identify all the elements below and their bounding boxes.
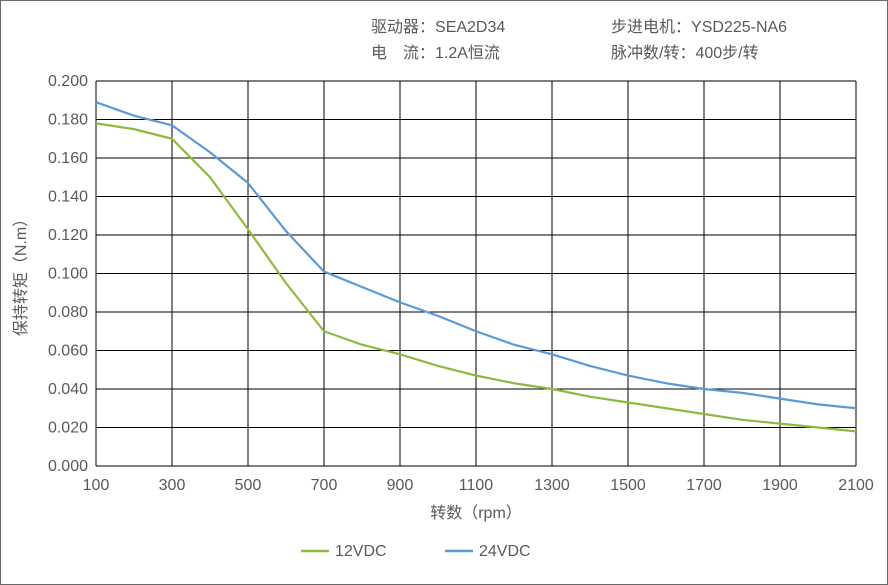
info-motor: 步进电机：YSD225-NA6 (611, 13, 787, 37)
driver-value: SEA2D34 (435, 19, 505, 36)
x-tick-label: 500 (235, 477, 262, 494)
x-tick-label: 300 (159, 477, 186, 494)
y-tick-label: 0.100 (48, 266, 88, 283)
y-tick-label: 0.080 (48, 304, 88, 321)
motor-value: YSD225-NA6 (691, 19, 787, 36)
info-driver: 驱动器：SEA2D34 (371, 13, 505, 37)
y-tick-label: 0.120 (48, 227, 88, 244)
legend-label: 12VDC (335, 543, 387, 560)
x-tick-label: 1300 (534, 477, 570, 494)
motor-label: 步进电机： (611, 19, 691, 36)
x-tick-label: 1100 (459, 477, 494, 494)
y-tick-label: 0.180 (48, 112, 88, 129)
y-tick-label: 0.040 (48, 381, 88, 398)
x-tick-label: 1900 (762, 477, 798, 494)
x-tick-label: 1500 (610, 477, 646, 494)
driver-label: 驱动器： (371, 19, 435, 36)
pulse-label: 脉冲数/转： (611, 45, 695, 62)
y-tick-label: 0.200 (48, 73, 88, 90)
legend-label: 24VDC (479, 543, 531, 560)
chart-container: 驱动器：SEA2D34 步进电机：YSD225-NA6 电 流：1.2A恒流 脉… (0, 0, 888, 585)
y-tick-label: 0.160 (48, 150, 88, 167)
y-tick-label: 0.140 (48, 189, 88, 206)
x-tick-label: 2100 (838, 477, 874, 494)
current-value: 1.2A恒流 (435, 45, 500, 62)
y-tick-label: 0.060 (48, 343, 88, 360)
current-label: 电 流： (371, 45, 435, 62)
pulse-value: 400步/转 (695, 45, 758, 62)
torque-chart: 100 300 500 700 900 1100 1300 1500 1700 1900 2100 0… (1, 1, 887, 584)
y-tick-label: 0.000 (48, 458, 88, 475)
x-tick-label: 1700 (686, 477, 722, 494)
info-pulse: 脉冲数/转：400步/转 (611, 39, 759, 63)
x-tick-label: 900 (387, 477, 414, 494)
y-axis-label: 保持转矩（N.m） (12, 211, 30, 336)
y-tick-label: 0.020 (48, 420, 88, 437)
x-tick-label: 700 (311, 477, 338, 494)
x-tick-label: 100 (83, 477, 110, 494)
info-current: 电 流：1.2A恒流 (371, 39, 500, 63)
x-axis-label: 转数（rpm） (430, 504, 522, 522)
